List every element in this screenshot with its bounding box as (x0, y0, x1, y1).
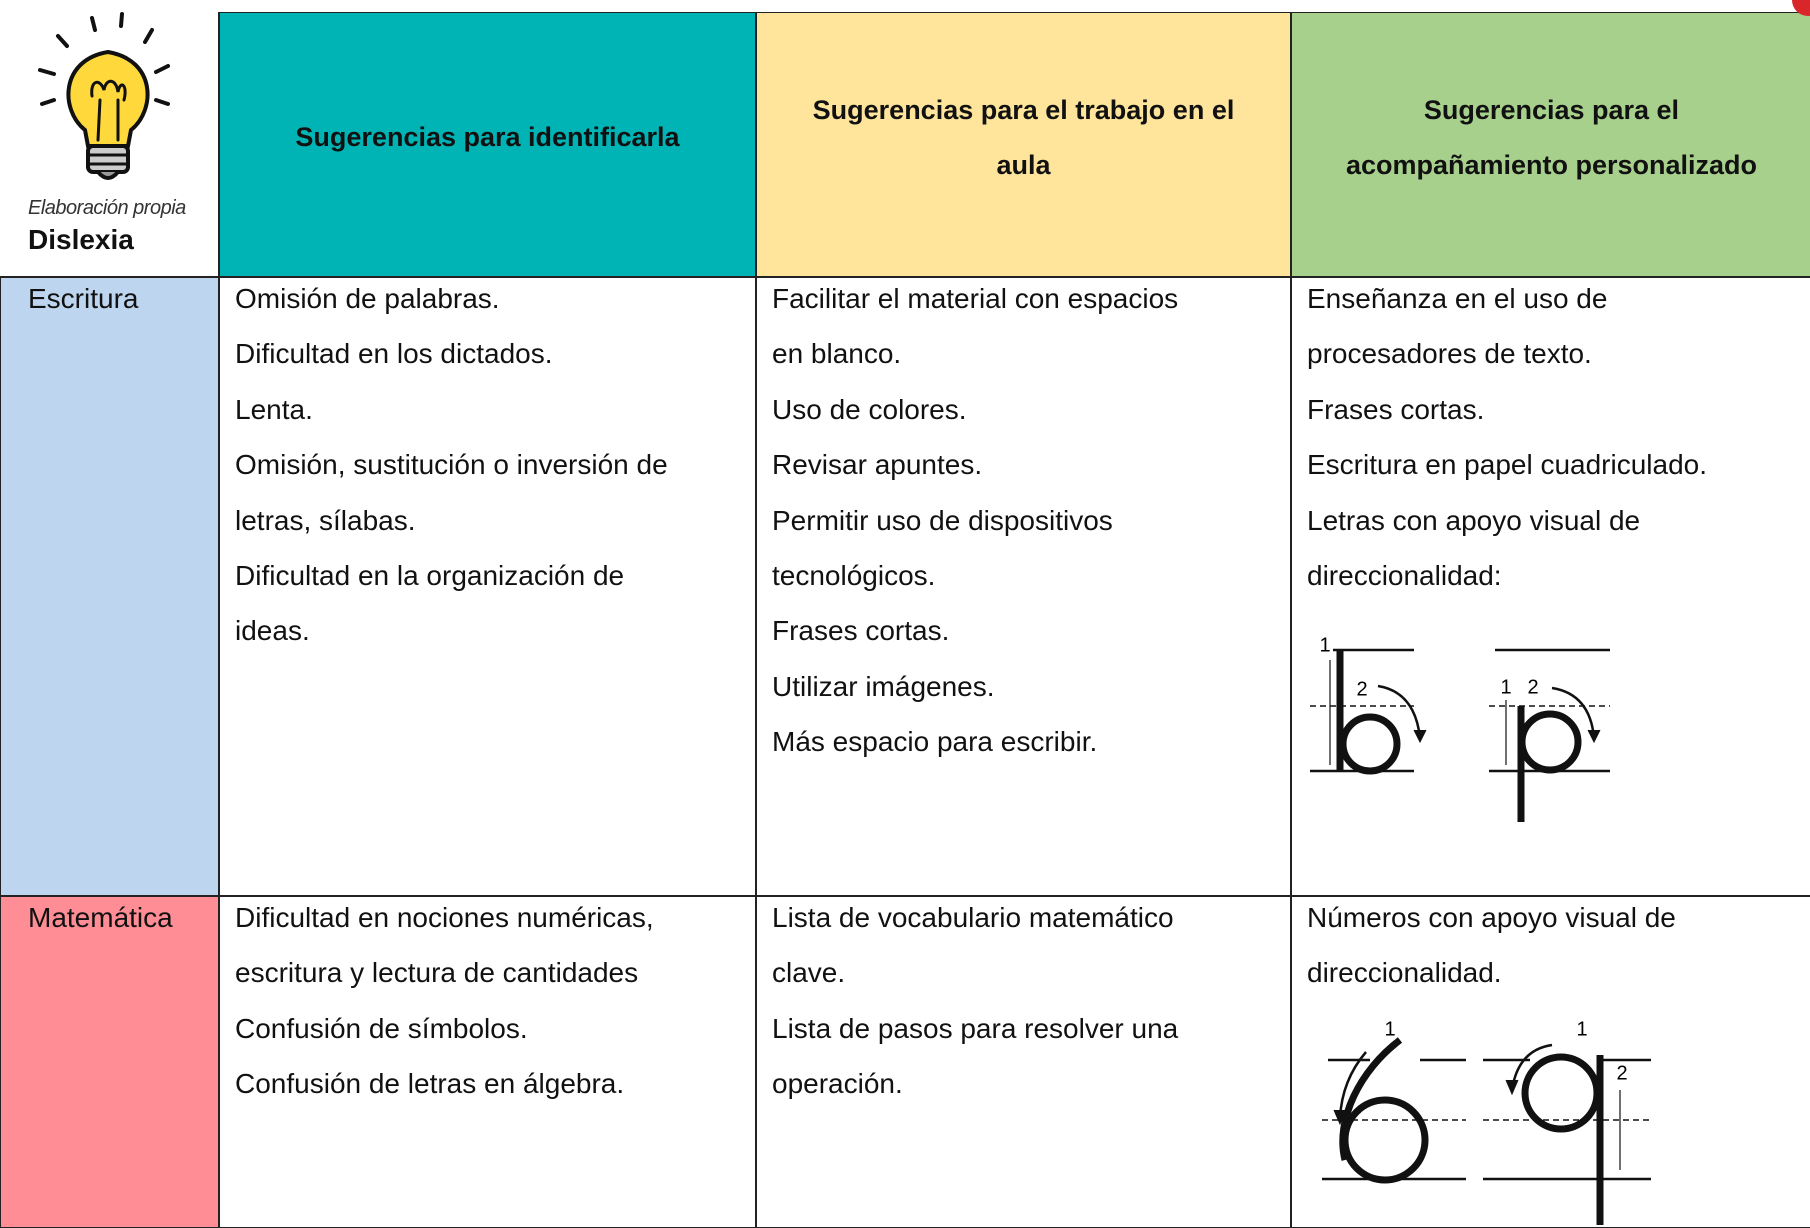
header-cell: Sugerencias para el trabajo en el aula (756, 12, 1291, 277)
cell-line: Lista de vocabulario matemático (772, 902, 1174, 933)
cell-line: Omisión de palabras. (235, 283, 500, 314)
cell-line: Revisar apuntes. (772, 449, 983, 481)
cell-line: Números con apoyo visual de (1307, 902, 1676, 933)
cell-line: Confusión de símbolos. (235, 1012, 528, 1044)
cell-line: Confusión de letras en álgebra. (235, 1068, 625, 1100)
header-line: aula (996, 149, 1051, 180)
header-line: Sugerencias para el trabajo en el (812, 94, 1235, 125)
cell-line: ideas. (235, 615, 310, 647)
cell-line: Escritura en papel cuadriculado. (1307, 449, 1708, 481)
cell-line: direccionalidad: (1307, 560, 1502, 591)
table-title: Dislexia (28, 224, 134, 255)
cell-line: Dificultad en los dictados. (235, 338, 553, 370)
cell-line: Permitir uso de dispositivos (772, 504, 1113, 536)
cell-line: Frases cortas. (1307, 393, 1485, 425)
cell-line: Uso de colores. (772, 393, 967, 425)
cell-line: Dificultad en nociones numéricas, (235, 902, 654, 933)
body-cell (756, 277, 1291, 896)
cell-line: procesadores de texto. (1307, 338, 1592, 370)
cell-line: Letras con apoyo visual de (1307, 504, 1641, 536)
row-label: Escritura (28, 283, 139, 314)
cell-line: Lista de pasos para resolver una (772, 1012, 1179, 1044)
row-label-cell (0, 277, 219, 896)
cell-line: escritura y lectura de cantidades (235, 957, 639, 989)
body-cell (219, 277, 756, 896)
header-cell: Sugerencias para identificarla (219, 12, 756, 277)
cell-line: Frases cortas. (772, 615, 950, 647)
cell-line: letras, sílabas. (235, 504, 416, 536)
cell-line: en blanco. (772, 338, 902, 370)
cell-line: Utilizar imágenes. (772, 670, 995, 702)
cell-line: Lenta. (235, 393, 313, 425)
row-label-cell (0, 896, 219, 1228)
header-line: acompañamiento personalizado (1345, 149, 1758, 180)
cell-line: Omisión, sustitución o inversión de (235, 449, 668, 481)
body-cell (1291, 277, 1810, 896)
cell-line: Dificultad en la organización de (235, 560, 625, 591)
cell-line: Facilitar el material con espacios (772, 283, 1179, 314)
corner-cell (0, 12, 219, 277)
row-label: Matemática (28, 902, 173, 933)
header-line: Sugerencias para identificarla (295, 122, 680, 152)
cell-line: direccionalidad. (1307, 957, 1502, 989)
cell-line: Enseñanza en el uso de (1307, 283, 1608, 314)
source-note: Elaboración propia (28, 197, 186, 219)
header-line: Sugerencias para el (1423, 94, 1680, 125)
cell-line: Más espacio para escribir. (772, 726, 1098, 758)
header-cell: Sugerencias para el acompañamiento person… (1291, 12, 1810, 277)
cell-line: clave. (772, 957, 846, 989)
cell-line: tecnológicos. (772, 560, 936, 591)
cell-line: operación. (772, 1068, 903, 1100)
